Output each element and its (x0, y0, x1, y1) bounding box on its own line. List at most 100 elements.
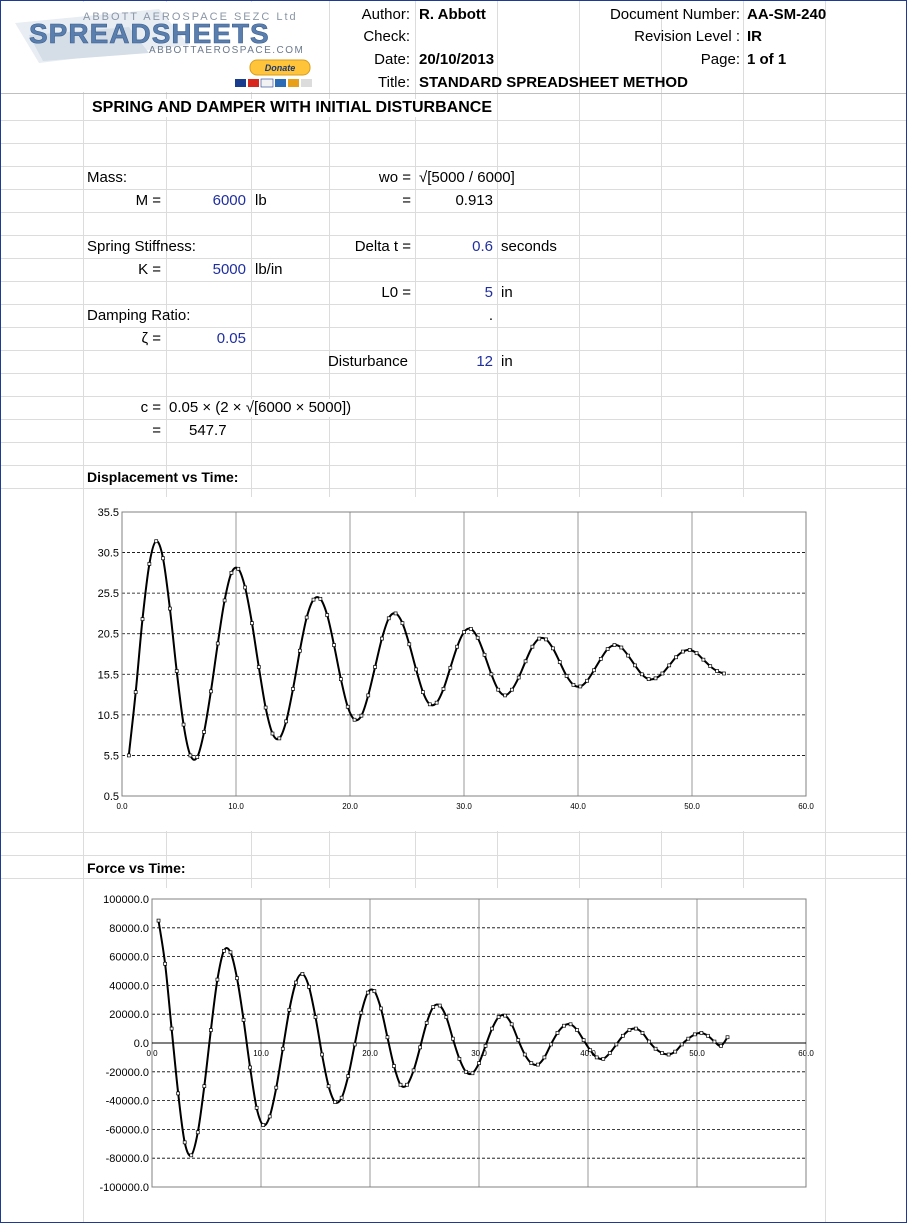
data-point (712, 1039, 717, 1044)
data-point (154, 539, 159, 544)
data-point (168, 606, 172, 611)
data-point (261, 1123, 266, 1127)
grid-line (1, 235, 906, 236)
donate-button[interactable]: Donate (249, 59, 311, 76)
data-point (619, 645, 624, 650)
data-point (431, 1005, 436, 1009)
data-point (427, 702, 432, 707)
data-point (236, 566, 241, 571)
data-point (352, 717, 357, 722)
data-point (325, 613, 330, 617)
page-label: Page: (700, 51, 740, 68)
x-tick-label: 0.0 (116, 802, 128, 811)
data-point (405, 1082, 409, 1087)
data-point (202, 730, 206, 734)
logo-graphic: ABBOTT AEROSPACE SEZC Ltd SPREADSHEETS A… (15, 9, 312, 88)
logo-top-text: ABBOTT AEROSPACE SEZC Ltd (83, 11, 298, 23)
abbott-logo: ABBOTT AEROSPACE SEZC Ltd SPREADSHEETS A… (9, 5, 327, 91)
data-point (605, 647, 610, 651)
data-point (701, 657, 706, 662)
payment-cards-icon (235, 78, 312, 88)
data-point (614, 1042, 619, 1047)
data-point (634, 1026, 638, 1031)
data-point (352, 1042, 357, 1047)
data-point (126, 753, 131, 758)
date-value: 20/10/2013 (419, 51, 495, 68)
m-value[interactable]: 6000 (212, 192, 246, 209)
x-tick-label: 50.0 (689, 1049, 705, 1058)
data-point (483, 1044, 488, 1048)
y-tick-label: 5.5 (104, 750, 119, 762)
displacement-chart-area: 35.5 30.5 25.5 20.5 15.5 10.5 5.5 0.5 0.0 10.0 20.… (84, 497, 824, 831)
author-value: R. Abbott (419, 6, 486, 23)
revision-level-value: IR (747, 28, 762, 45)
zeta-label: ζ = (141, 330, 161, 347)
l0-value[interactable]: 5 (484, 284, 493, 301)
c-value: 547.7 (189, 422, 227, 439)
data-point (667, 663, 672, 668)
displacement-chart-title: Displacement vs Time: (87, 469, 239, 485)
grid-line (1, 465, 906, 466)
data-point (633, 663, 637, 668)
donate-label: Donate (265, 63, 296, 73)
data-point (578, 684, 583, 689)
data-point (627, 1028, 632, 1032)
data-point (270, 731, 275, 736)
grid-line (1, 166, 906, 167)
data-point (248, 1065, 252, 1070)
y-tick-label: 10.5 (98, 710, 119, 722)
c-formula: 0.05 × (2 × √[6000 × 5000]) (169, 399, 352, 417)
data-point (304, 615, 309, 620)
data-point (373, 665, 377, 669)
page-value: 1 of 1 (747, 51, 787, 68)
data-point (263, 705, 268, 710)
l0-label: L0 = (381, 284, 411, 301)
data-point (254, 1105, 259, 1110)
data-point (379, 1006, 383, 1011)
y-tick-label: 60000.0 (109, 952, 149, 964)
data-point (441, 687, 446, 691)
data-point (326, 1084, 331, 1089)
x-tick-label: 20.0 (342, 802, 358, 811)
data-point (359, 1010, 364, 1015)
data-point (646, 677, 651, 682)
data-point (188, 753, 193, 758)
data-point (176, 1091, 181, 1096)
k-value[interactable]: 5000 (212, 261, 246, 278)
data-point (400, 621, 405, 626)
data-point (339, 677, 343, 682)
data-point (571, 682, 576, 687)
disturbance-value[interactable]: 12 (476, 353, 493, 370)
y-tick-label: 40000.0 (109, 980, 149, 992)
data-point (510, 687, 514, 692)
data-point (568, 1022, 573, 1027)
data-point (169, 1026, 174, 1031)
force-chart: 100000.0 80000.0 60000.0 40000.0 20000.0 0.0 -… (99, 894, 814, 1194)
grid-line (1, 855, 906, 856)
data-point (715, 669, 719, 673)
data-point (434, 700, 439, 705)
delta-t-unit: seconds (501, 238, 557, 255)
data-point (202, 1084, 207, 1089)
x-tick-label: 40.0 (570, 802, 586, 811)
data-point (372, 989, 377, 994)
data-point (385, 1035, 390, 1040)
data-point (653, 676, 658, 681)
data-point (482, 652, 487, 657)
zeta-value[interactable]: 0.05 (216, 330, 246, 347)
data-point (708, 664, 713, 669)
data-point (277, 736, 282, 741)
delta-t-value[interactable]: 0.6 (472, 238, 493, 255)
data-point (209, 689, 213, 694)
displacement-chart: 35.5 30.5 25.5 20.5 15.5 10.5 5.5 0.50.0 10.0 20.… (98, 507, 815, 811)
mass-label: Mass: (87, 169, 128, 186)
data-point (291, 687, 295, 691)
wo-label: wo = (378, 169, 411, 186)
l0-unit: in (501, 284, 513, 301)
data-point (345, 704, 350, 709)
k-label: K = (138, 261, 161, 278)
data-point (450, 1036, 455, 1041)
data-point (195, 1130, 200, 1135)
data-point (530, 644, 535, 649)
